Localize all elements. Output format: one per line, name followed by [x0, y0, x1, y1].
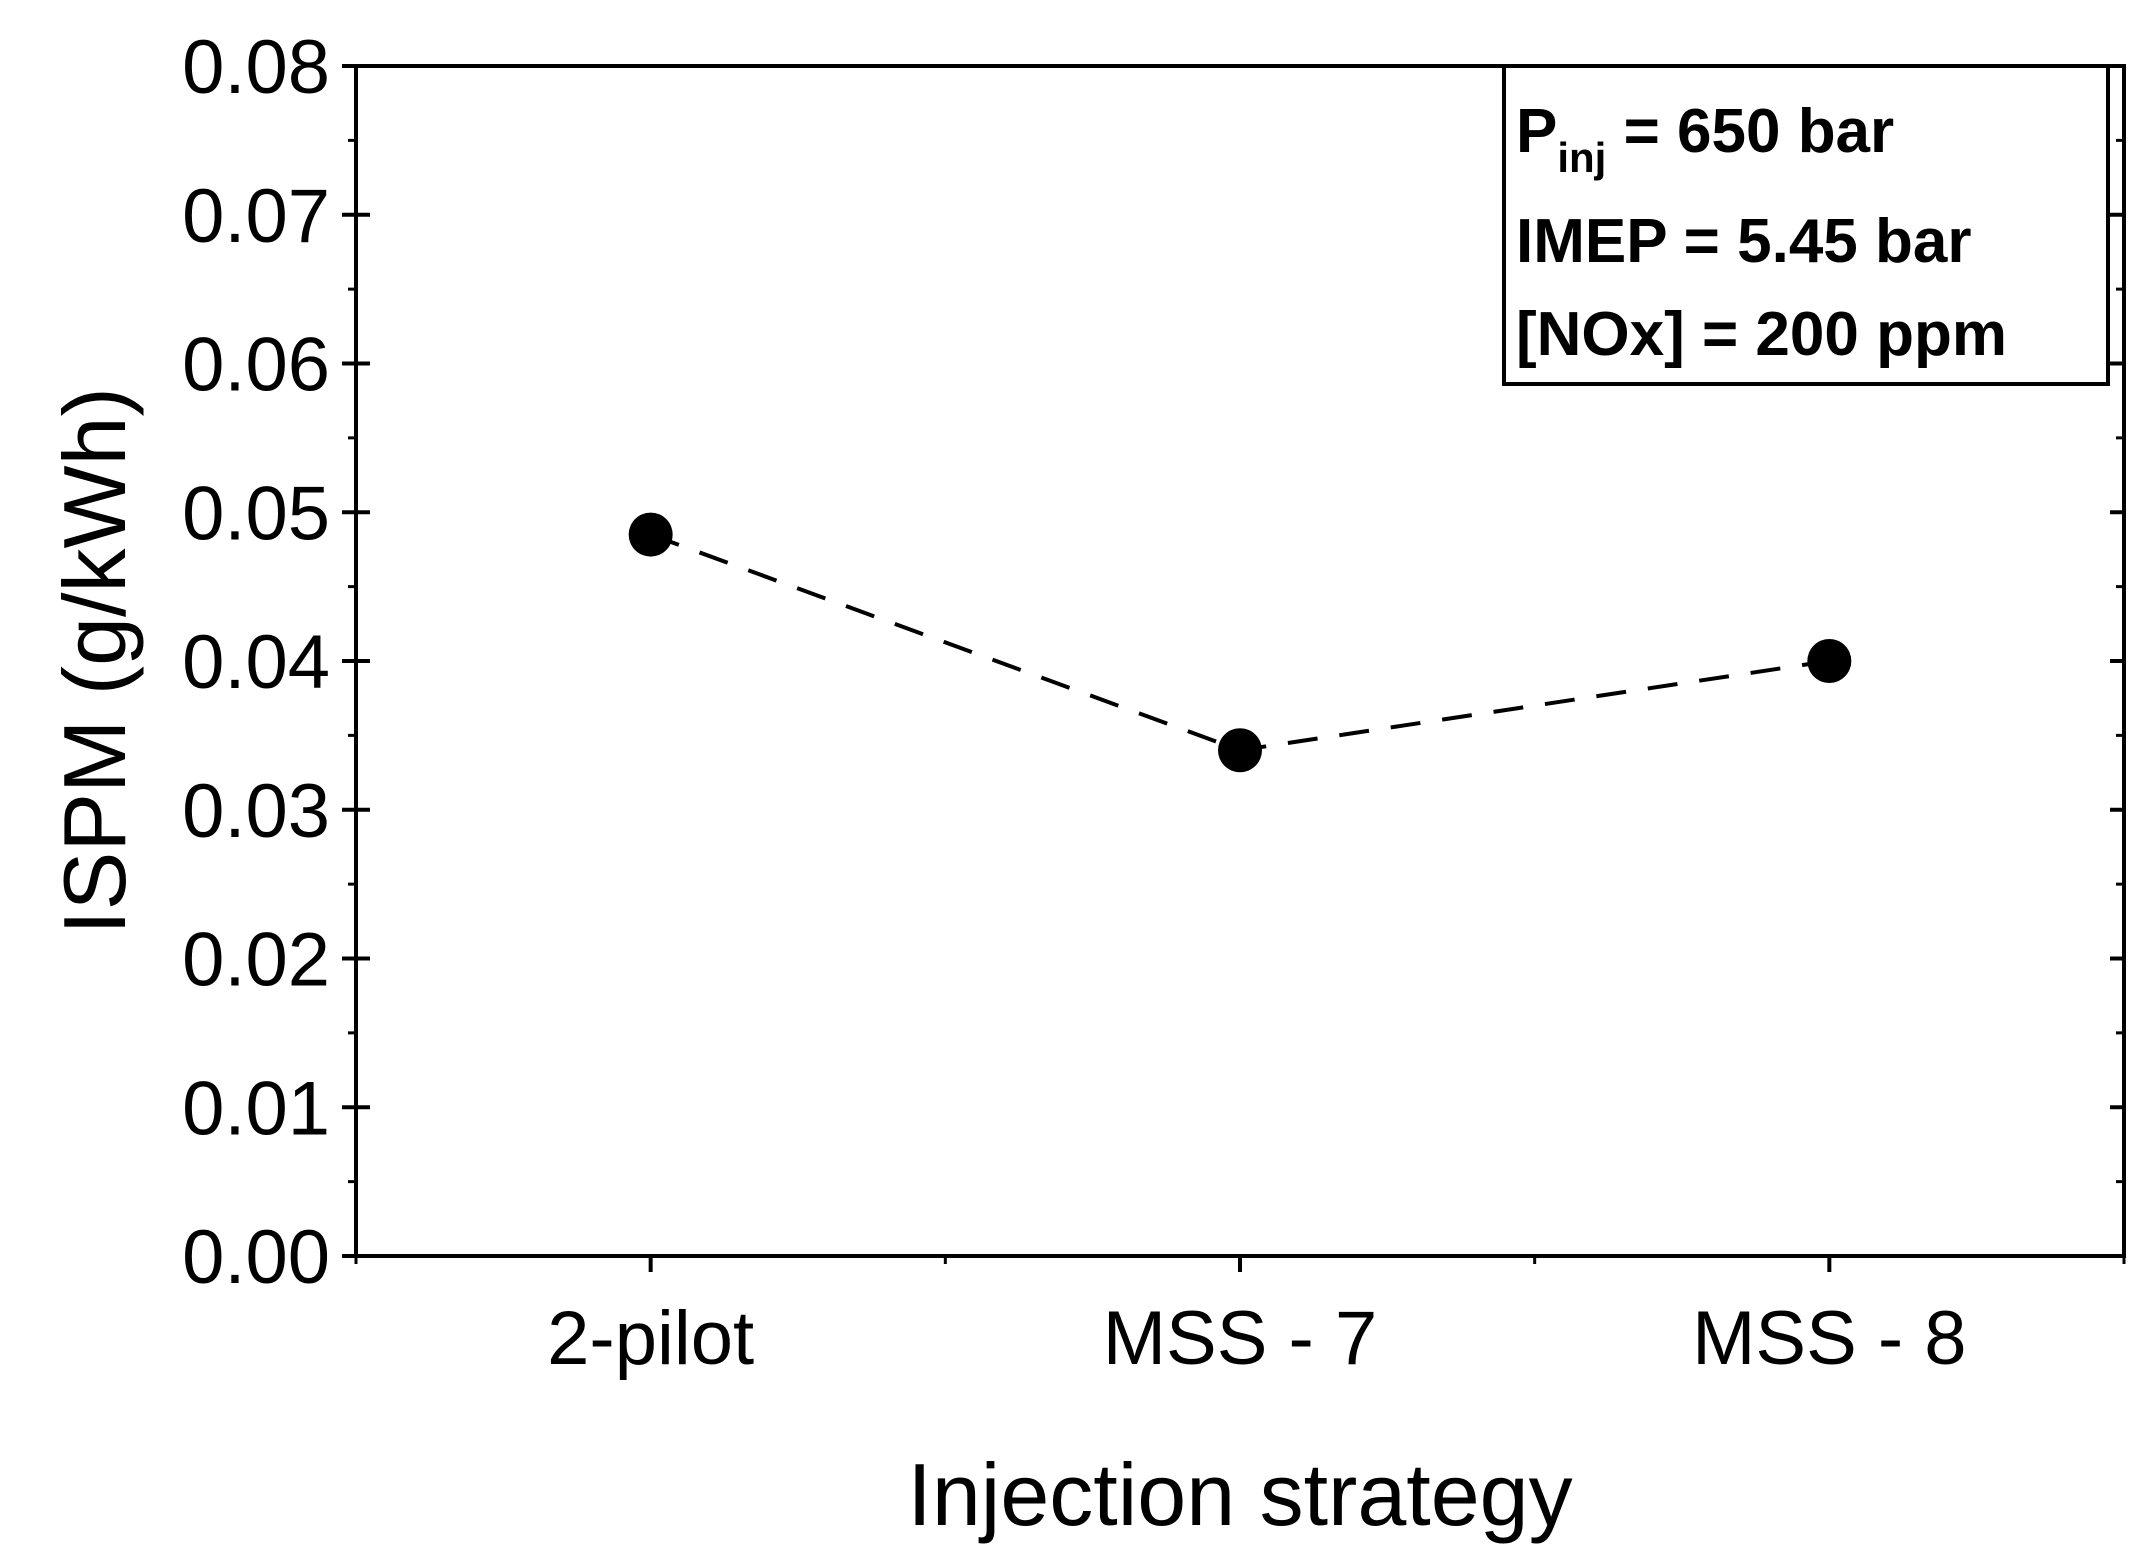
data-point	[1218, 728, 1262, 773]
annotation-p-value: = 650 bar	[1606, 97, 1894, 166]
x-tick-label: MSS - 7	[1103, 1296, 1378, 1381]
y-axis-title: ISPM (g/kWh)	[45, 387, 144, 935]
y-tick-label: 0.03	[182, 769, 330, 854]
annotation-p: P	[1516, 97, 1557, 166]
y-tick-label: 0.01	[182, 1066, 330, 1151]
annotation-line-1: Pinj = 650 bar	[1516, 97, 1894, 181]
annotation-p-subscript: inj	[1557, 134, 1606, 181]
x-tick-label: MSS - 8	[1692, 1296, 1967, 1381]
annotation-box: Pinj = 650 bar IMEP = 5.45 bar [NOx] = 2…	[1502, 64, 2110, 386]
annotation-frame	[1502, 64, 2110, 386]
x-tick-label: 2-pilot	[547, 1296, 754, 1381]
y-tick-label: 0.02	[182, 918, 330, 1003]
x-axis: 2-pilot MSS - 7 MSS - 8	[354, 1256, 2126, 1381]
y-tick-label: 0.04	[182, 620, 330, 705]
x-axis-title: Injection strategy	[907, 1445, 1572, 1544]
y-tick-label: 0.05	[182, 471, 330, 556]
data-series	[628, 512, 1852, 773]
annotation-line-2: IMEP = 5.45 bar	[1516, 207, 1972, 276]
annotation-line-3: [NOx] = 200 ppm	[1516, 300, 2007, 369]
y-axis: 0.00 0.01 0.02 0.03 0.04 0.05 0.06 0.07 0.08	[182, 25, 2124, 1300]
data-point	[1807, 639, 1852, 683]
y-tick-label: 0.08	[182, 25, 330, 110]
series-line	[649, 532, 1830, 753]
data-point	[628, 512, 673, 557]
y-tick-label: 0.06	[182, 323, 330, 408]
y-tick-label: 0.07	[182, 174, 330, 259]
y-tick-label: 0.00	[182, 1215, 330, 1300]
